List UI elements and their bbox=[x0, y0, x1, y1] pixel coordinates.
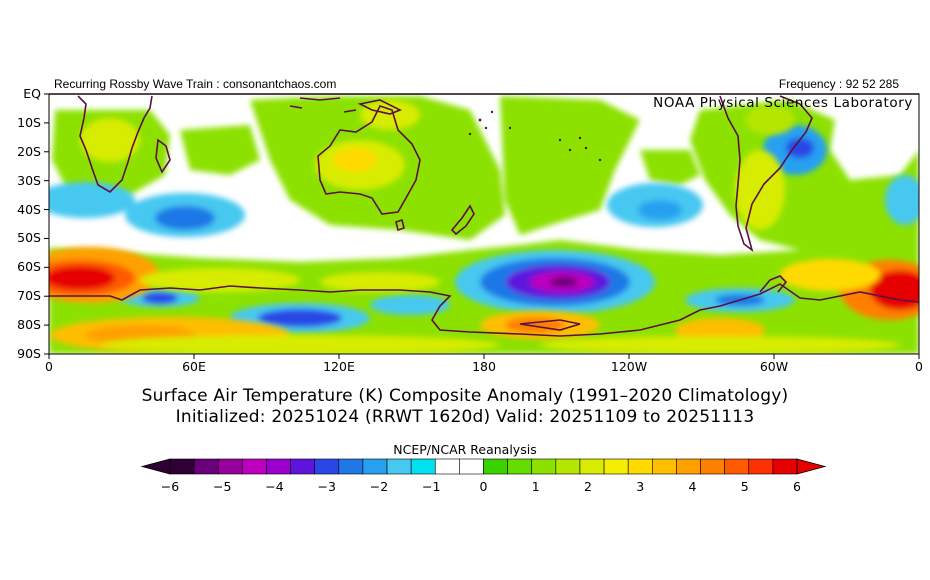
lat-label: EQ bbox=[23, 86, 41, 101]
colorbar-segment bbox=[266, 458, 291, 475]
lat-label: 80S bbox=[17, 317, 41, 333]
colorbar-segment bbox=[507, 458, 533, 475]
colorbar-segment bbox=[483, 458, 508, 475]
colorbar-min-arrow bbox=[140, 458, 171, 475]
colorbar-segment bbox=[459, 458, 484, 475]
lat-label: 10S bbox=[17, 114, 41, 130]
colorbar-tick: 3 bbox=[636, 479, 645, 494]
coast-africa bbox=[77, 95, 153, 194]
colorbar-tick: 4 bbox=[688, 479, 697, 494]
lon-label: 180 bbox=[472, 359, 496, 374]
coast-australia bbox=[317, 105, 421, 215]
colorbar-max-arrow bbox=[796, 458, 827, 475]
figure-title: Surface Air Temperature (K) Composite An… bbox=[141, 386, 789, 406]
colorbar-segment bbox=[338, 458, 364, 475]
colorbar-segment bbox=[362, 458, 388, 475]
colorbar-segment bbox=[579, 458, 605, 475]
coast-new-guinea bbox=[357, 99, 402, 115]
colorbar-segment bbox=[242, 458, 267, 475]
colorbar-segment bbox=[169, 458, 195, 475]
colorbar-segment bbox=[386, 458, 412, 475]
colorbar-segment bbox=[217, 458, 243, 475]
colorbar-segment bbox=[772, 458, 798, 475]
lat-label: 70S bbox=[17, 288, 41, 304]
lat-label: 30S bbox=[17, 172, 41, 188]
field-cool bbox=[49, 125, 919, 333]
colorbar-segment bbox=[290, 458, 315, 475]
colorbar-segment bbox=[748, 458, 774, 475]
colorbar-segment bbox=[652, 458, 677, 475]
colorbar-segment bbox=[603, 458, 629, 475]
lon-label: 60E bbox=[182, 359, 206, 374]
lon-label: 120E bbox=[323, 359, 355, 374]
colorbar-segment bbox=[434, 458, 460, 475]
colorbar bbox=[140, 458, 827, 475]
map-ticks bbox=[44, 93, 920, 359]
colorbar-segment bbox=[193, 458, 219, 475]
lon-label: 120W bbox=[610, 359, 648, 374]
colorbar-tick: 5 bbox=[740, 479, 749, 494]
figure-subtitle: Initialized: 20251024 (RRWT 1620d) Valid… bbox=[175, 407, 755, 427]
coast-tasmania bbox=[395, 218, 405, 232]
coast-ross-ice bbox=[519, 319, 581, 331]
colorbar-label: NCEP/NCAR Reanalysis bbox=[393, 442, 537, 457]
map-panel bbox=[44, 93, 920, 359]
coast-madagascar bbox=[155, 138, 171, 174]
coast-indonesia bbox=[289, 97, 357, 113]
colorbar-tick: −5 bbox=[213, 479, 232, 494]
colorbar-tick: 6 bbox=[793, 479, 801, 494]
lon-label: 0 bbox=[915, 359, 923, 374]
colorbar-segment bbox=[531, 458, 557, 475]
colorbar-tick: −4 bbox=[265, 479, 284, 494]
lat-label: 90S bbox=[17, 346, 41, 361]
field-cold-core bbox=[455, 250, 655, 314]
lat-label: 40S bbox=[17, 201, 41, 217]
colorbar-tick: 0 bbox=[479, 479, 488, 494]
coast-new-zealand bbox=[450, 204, 475, 236]
noaa-watermark: NOAA Physical Sciences Laboratory bbox=[653, 95, 913, 111]
coast-antarctica bbox=[49, 283, 919, 337]
colorbar-segment bbox=[724, 458, 750, 475]
lat-label: 60S bbox=[17, 259, 41, 275]
colorbar-segment bbox=[676, 458, 701, 475]
lat-label: 50S bbox=[17, 230, 41, 246]
colorbar-tick: −2 bbox=[369, 479, 389, 494]
source-credit: Recurring Rossby Wave Train : consonantc… bbox=[54, 77, 337, 91]
pacific-islands bbox=[468, 110, 602, 162]
coast-antarctic-peninsula bbox=[759, 275, 788, 293]
coastlines bbox=[49, 95, 919, 337]
field-warm bbox=[49, 100, 919, 354]
lon-label: 60W bbox=[759, 359, 789, 374]
colorbar-segment bbox=[410, 458, 436, 475]
colorbar-segment bbox=[555, 458, 581, 475]
lon-label: 0 bbox=[45, 359, 53, 374]
colorbar-tick: 1 bbox=[531, 479, 540, 494]
colorbar-segment bbox=[700, 458, 725, 475]
lat-label: 20S bbox=[17, 143, 41, 159]
colorbar-tick: −3 bbox=[317, 479, 336, 494]
anomaly-field bbox=[49, 96, 919, 354]
colorbar-segment bbox=[627, 458, 653, 475]
colorbar-tick: −1 bbox=[422, 479, 441, 494]
colorbar-tick: −6 bbox=[160, 479, 180, 494]
colorbar-segment bbox=[314, 458, 340, 475]
colorbar-tick: 2 bbox=[584, 479, 592, 494]
coast-south-america bbox=[719, 95, 813, 253]
frequency-label: Frequency : 92 52 285 bbox=[778, 77, 899, 91]
